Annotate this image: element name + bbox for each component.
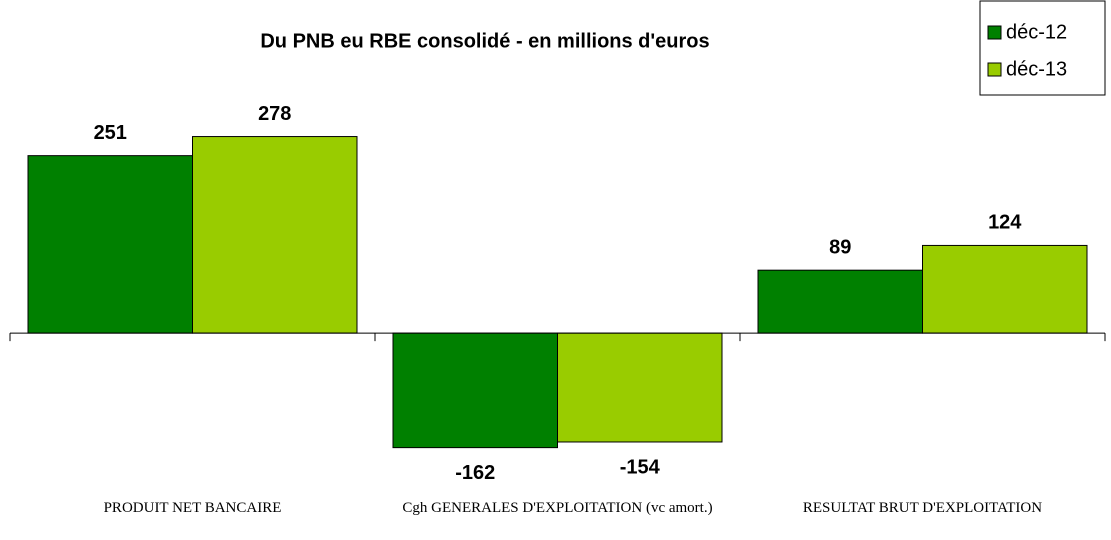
legend-swatch xyxy=(987,62,1002,77)
legend-box xyxy=(979,0,1106,96)
value-label: 251 xyxy=(94,122,127,144)
bar xyxy=(557,332,723,443)
legend-swatch xyxy=(987,25,1002,40)
value-label: -162 xyxy=(455,462,495,484)
value-label: 124 xyxy=(988,212,1022,234)
bar xyxy=(192,136,358,334)
chart-title: Du PNB eu RBE consolidé - en millions d'… xyxy=(260,30,709,52)
x-tick-label: RESULTAT BRUT D'EXPLOITATION xyxy=(802,500,1043,516)
bar xyxy=(392,332,558,449)
value-label: 89 xyxy=(829,236,851,258)
legend-label: déc-12 xyxy=(1006,21,1067,43)
bar xyxy=(27,155,193,334)
bar xyxy=(922,244,1088,334)
value-label: -154 xyxy=(620,456,661,478)
x-tick-label: Cgh GENERALES D'EXPLOITATION (vc amort.) xyxy=(402,500,713,516)
bar xyxy=(757,269,923,334)
legend-label: déc-13 xyxy=(1006,58,1067,80)
value-label: 278 xyxy=(258,103,291,125)
x-tick-label: PRODUIT NET BANCAIRE xyxy=(103,500,282,516)
